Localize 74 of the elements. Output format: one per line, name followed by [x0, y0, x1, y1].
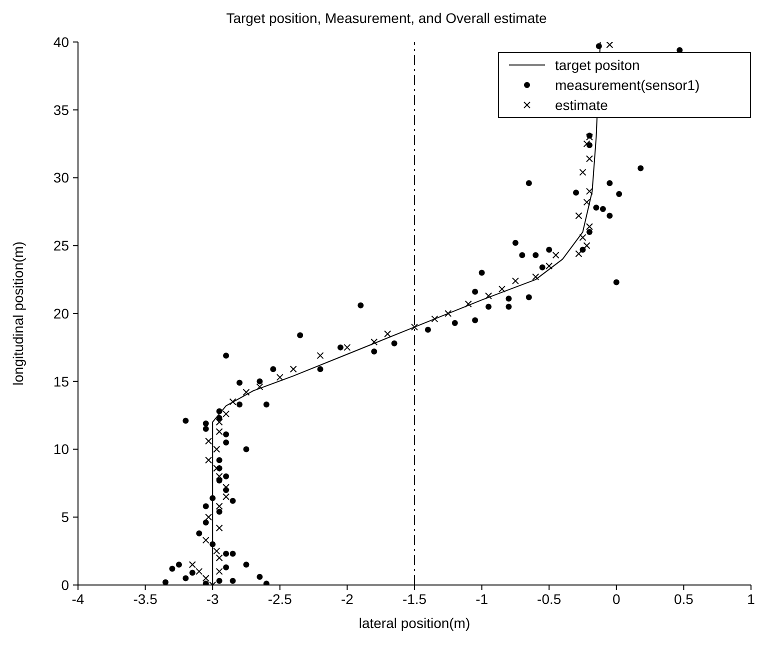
point [575, 250, 582, 258]
point [512, 277, 519, 284]
point [586, 188, 593, 195]
y-axis-title: longitudinal position(m) [10, 242, 26, 386]
point [242, 388, 250, 396]
x-tick-label: -0.5 [537, 590, 562, 607]
x-tick-label: -2.5 [268, 590, 292, 607]
point [579, 168, 586, 176]
point [196, 568, 203, 575]
x-tick-label: -1.5 [402, 590, 427, 607]
point [546, 262, 553, 270]
point [188, 561, 196, 568]
legend-label: measurement(sensor1) [555, 77, 700, 93]
point [222, 410, 230, 418]
point [464, 300, 472, 308]
point [344, 344, 351, 351]
y-tick-label: 35 [53, 102, 70, 118]
point [256, 383, 264, 390]
point [552, 252, 560, 259]
point [216, 428, 223, 436]
point [222, 493, 230, 500]
point [202, 574, 210, 582]
point [213, 446, 220, 453]
y-tick-label: 0 [61, 576, 70, 593]
point [229, 398, 236, 406]
point [216, 472, 223, 480]
x-tick-label: -3.5 [133, 590, 158, 607]
legend-label: estimate [555, 97, 608, 113]
point [205, 456, 212, 464]
point [498, 286, 506, 293]
point [202, 536, 210, 544]
point [485, 292, 492, 300]
point [583, 242, 590, 250]
y-tick-label: 10 [53, 441, 70, 458]
legend-label: target positon [555, 57, 640, 73]
point [216, 418, 223, 426]
point [205, 438, 212, 445]
point [586, 155, 593, 162]
point [583, 198, 590, 206]
point [579, 234, 586, 241]
point [532, 273, 540, 280]
point [216, 554, 223, 562]
point [216, 568, 223, 575]
point [444, 310, 452, 317]
y-tick-label: 40 [53, 34, 70, 50]
y-tick-label: 25 [53, 238, 70, 254]
point [370, 338, 378, 346]
y-tick-label: 5 [61, 509, 70, 526]
point [411, 324, 418, 331]
point [606, 42, 614, 48]
x-tick-label: 1 [747, 590, 756, 607]
y-tick-label: 15 [53, 373, 70, 390]
point [216, 524, 223, 532]
x-tick-label: -2 [340, 590, 354, 607]
y-tick-label: 20 [53, 305, 70, 322]
x-tick-label: 0.5 [674, 590, 694, 607]
x-tick-label: 0 [612, 590, 620, 607]
point [384, 330, 392, 338]
point [213, 548, 220, 555]
point [205, 514, 212, 521]
point [290, 366, 297, 373]
x-tick-label: -1 [476, 590, 488, 607]
x-tick-label: -3 [206, 590, 220, 607]
point [216, 502, 223, 510]
point [316, 352, 324, 360]
point [431, 315, 438, 322]
x-axis-title: lateral position(m) [358, 615, 470, 631]
point [276, 374, 284, 381]
point [575, 212, 582, 220]
x-tick-label: -4 [72, 590, 84, 607]
chart-title: Target position, Measurement, and Overall estimate [225, 9, 548, 28]
y-tick-label: 30 [53, 170, 70, 186]
point [586, 223, 593, 230]
point [583, 140, 590, 148]
